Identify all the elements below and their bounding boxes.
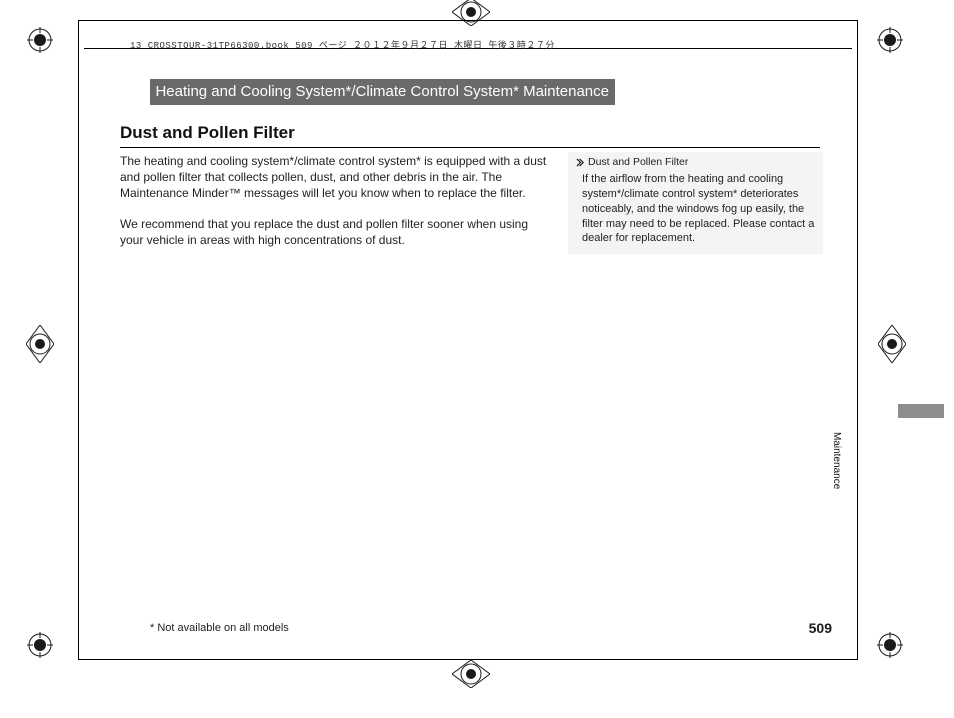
section-tab-label: Maintenance [831, 432, 842, 489]
section-title: Dust and Pollen Filter [120, 123, 615, 143]
page-frame [78, 20, 858, 660]
sidebar-title: Dust and Pollen Filter [588, 156, 688, 168]
reg-mark-bottom [452, 660, 490, 688]
crop-mark-tl [27, 27, 53, 53]
file-meta: 13 CROSSTOUR-31TP66300.book 509 ページ ２０１２… [130, 38, 555, 51]
sidebar-body: If the airflow from the heating and cool… [576, 172, 815, 246]
sidebar-arrow-icon [576, 158, 585, 167]
footnote: * Not available on all models [150, 622, 289, 634]
page-number: 509 [809, 620, 832, 636]
section-tab-marker [898, 404, 944, 418]
section-title-rule [120, 147, 820, 148]
page-banner: Heating and Cooling System*/Climate Cont… [150, 79, 615, 105]
crop-mark-br [877, 632, 903, 658]
sidebar-note: Dust and Pollen Filter If the airflow fr… [568, 152, 823, 254]
reg-mark-left [26, 325, 54, 363]
body-paragraph-1: The heating and cooling system*/climate … [120, 153, 550, 202]
crop-mark-bl [27, 632, 53, 658]
reg-mark-right [878, 325, 906, 363]
crop-mark-tr [877, 27, 903, 53]
body-paragraph-2: We recommend that you replace the dust a… [120, 216, 550, 248]
